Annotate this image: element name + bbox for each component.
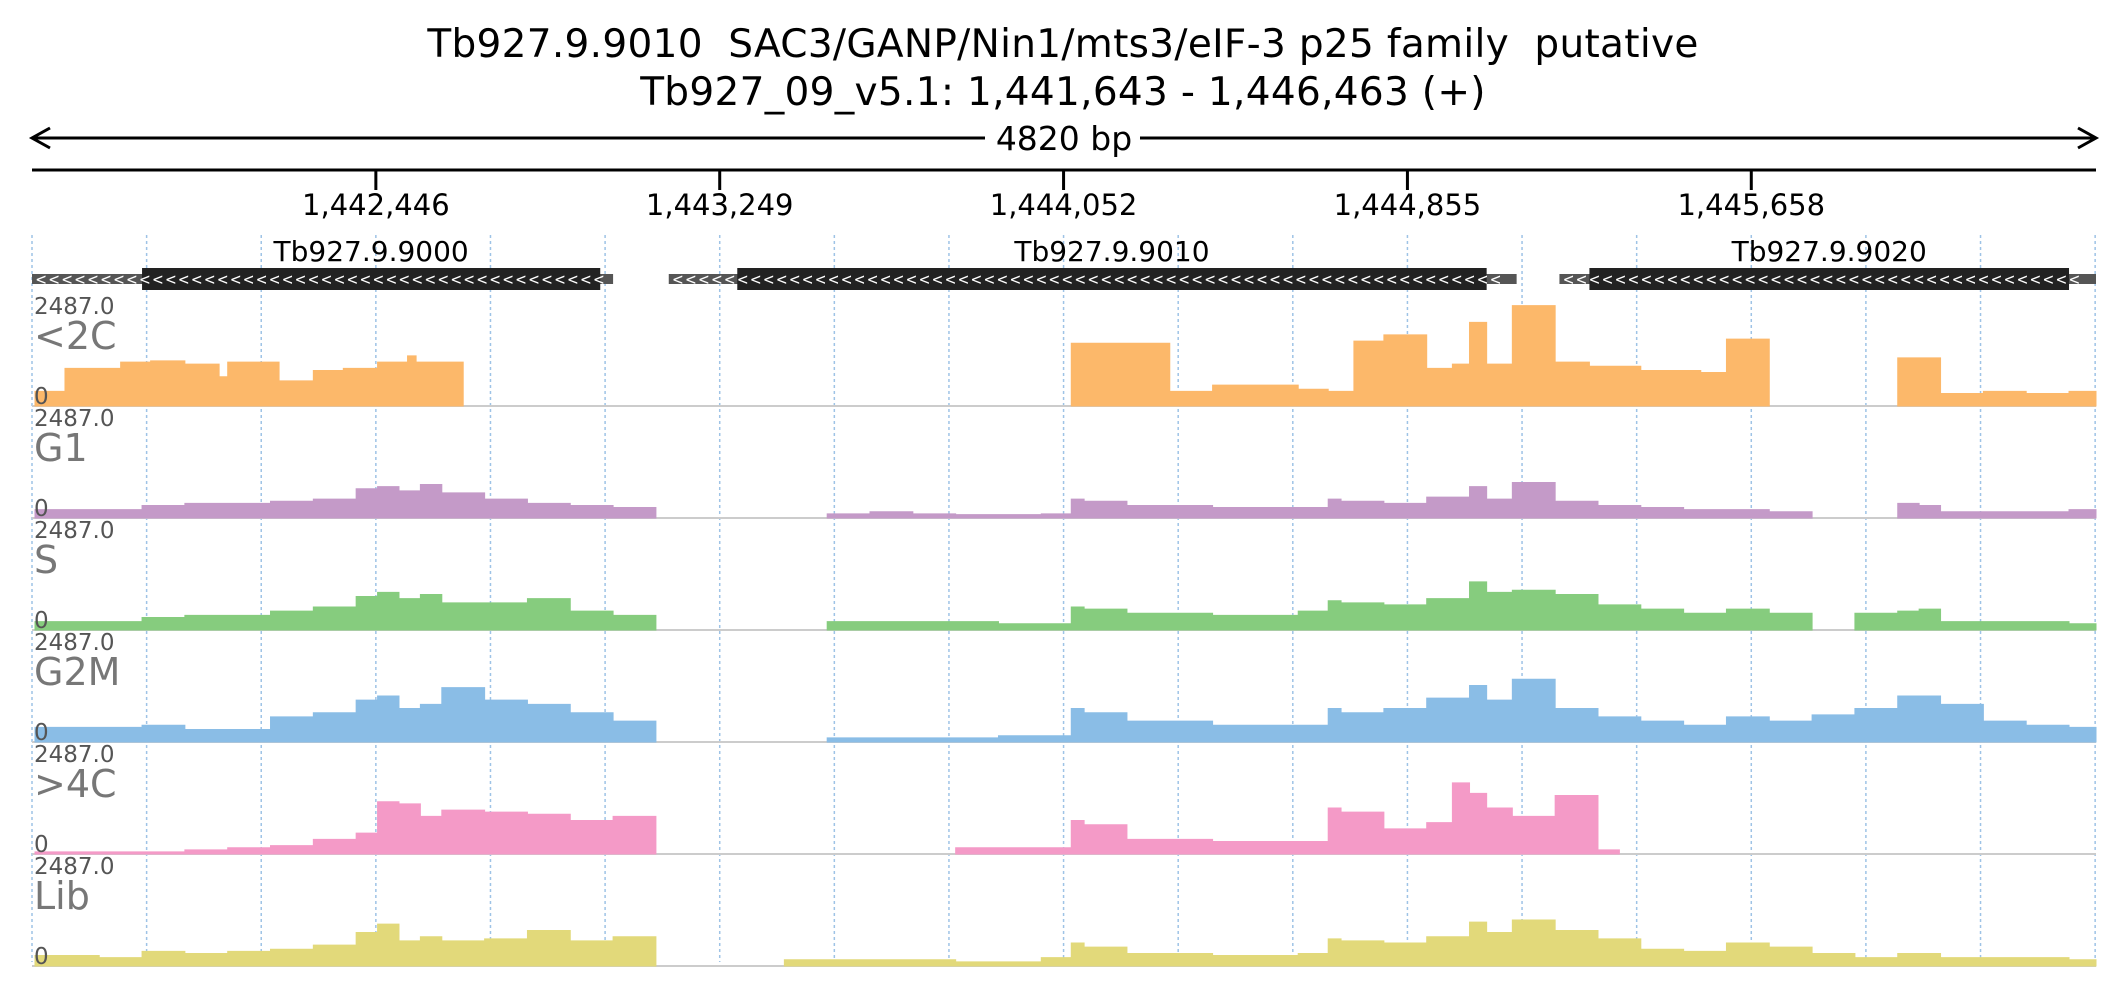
- coverage-area: [1897, 502, 2097, 519]
- span-indicator: 4820 bp: [28, 119, 2100, 158]
- gene-track: <<<<<<<<<<<<<<<<<<<<<<<<<<<<<<<<<<<<<<<<…: [32, 235, 2096, 290]
- gene-Tb927-9-9000[interactable]: <<<<<<<<<<<<<<<<<<<<<<<<<<<<<<<<<<<<<<<<…: [32, 235, 614, 290]
- coordinate-axis: 1,442,446 1,443,249 1,444,052 1,444,855 1,44…: [32, 168, 2096, 222]
- track-zero-label: 0: [34, 496, 49, 522]
- location-subtitle: Tb927_09_v5.1: 1,441,643 - 1,446,463 (+): [640, 70, 1486, 115]
- tick-label: 1,443,249: [646, 188, 794, 222]
- track-zero-label: 0: [34, 832, 49, 858]
- track-name: <2C: [34, 314, 117, 358]
- track-zero-label: 0: [34, 384, 49, 410]
- track-name: Lib: [34, 874, 90, 918]
- span-arrowhead-right: [2077, 126, 2100, 150]
- coverage-area: [1854, 608, 2097, 631]
- track-max-label: 2487.0: [34, 630, 114, 656]
- coverage-area: [1070, 305, 1770, 407]
- coverage-tracks: 2487.0<2C02487.0G102487.0S02487.0G2M0248…: [32, 294, 2097, 970]
- gene-Tb927-9-9010[interactable]: <<<<<<<<<<<<<<<<<<<<<<<<<<<<<<<<<<<<<<<<…: [668, 235, 1517, 290]
- coverage-area: [34, 687, 657, 743]
- coverage-area: [826, 481, 1813, 519]
- track-max-label: 2487.0: [34, 854, 114, 880]
- coverage-area: [826, 581, 1813, 631]
- tick-label: 1,442,446: [302, 188, 450, 222]
- coverage-area: [34, 591, 657, 631]
- coverage-area: [34, 801, 657, 855]
- coverage-area: [34, 355, 464, 407]
- gene-cds: [737, 268, 1487, 290]
- track-max-label: 2487.0: [34, 294, 114, 320]
- track-2: 2487.0S 0: [32, 518, 2097, 634]
- track-zero-label: 0: [34, 944, 49, 970]
- coverage-area: [955, 782, 1620, 855]
- track-4: 2487.0>4C 0: [32, 742, 2096, 858]
- track-name: >4C: [34, 762, 117, 806]
- track-name: G2M: [34, 650, 120, 694]
- span-arrowhead-left: [28, 126, 51, 150]
- track-1: 2487.0G1 0: [32, 406, 2097, 522]
- coverage-area: [34, 484, 657, 519]
- coverage-area: [1897, 357, 2097, 407]
- span-length-label: 4820 bp: [996, 119, 1132, 158]
- tick-label: 1,444,855: [1334, 188, 1482, 222]
- gene-label: Tb927.9.9000: [273, 235, 469, 268]
- tick-label: 1,444,052: [990, 188, 1138, 222]
- coverage-area: [826, 678, 2097, 743]
- track-0: 2487.0<2C 0: [32, 294, 2097, 410]
- track-zero-label: 0: [34, 720, 49, 746]
- track-name: G1: [34, 426, 88, 470]
- gene-label: Tb927.9.9020: [1731, 235, 1927, 268]
- track-max-label: 2487.0: [34, 406, 114, 432]
- track-max-label: 2487.0: [34, 518, 114, 544]
- track-zero-label: 0: [34, 608, 49, 634]
- gene-label: Tb927.9.9010: [1013, 235, 1209, 268]
- coverage-area: [34, 923, 657, 967]
- gene-cds: [142, 268, 601, 290]
- track-name: S: [34, 538, 58, 582]
- gene-cds: [1589, 268, 2070, 290]
- gene-Tb927-9-9020[interactable]: <<<<<<<<<<<<<<<<<<<<<<<<<<<<<<<<<<<<<<<<…: [1559, 235, 2096, 290]
- gene-title: Tb927.9.9010 SAC3/GANP/Nin1/mts3/eIF-3 p…: [427, 22, 1699, 67]
- tick-label: 1,445,658: [1677, 188, 1825, 222]
- track-max-label: 2487.0: [34, 742, 114, 768]
- coverage-area: [783, 919, 2097, 967]
